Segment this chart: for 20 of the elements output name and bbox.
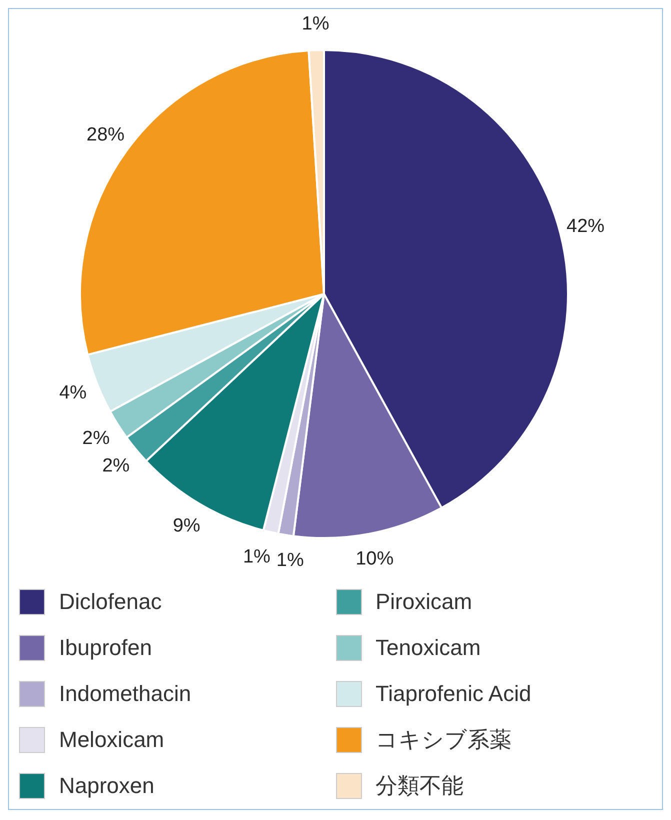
legend-label: Naproxen — [59, 773, 154, 799]
legend-label: Piroxicam — [376, 589, 472, 615]
data-label: 2% — [102, 455, 130, 476]
data-label: 1% — [242, 546, 271, 568]
legend-label: Tiaprofenic Acid — [376, 681, 532, 707]
data-label: 1% — [302, 13, 330, 34]
legend-label: コキシブ系薬 — [376, 726, 512, 754]
legend-label: Indomethacin — [59, 681, 192, 707]
legend-label: Meloxicam — [59, 727, 164, 753]
data-label: 42% — [566, 216, 605, 238]
legend-label: Tenoxicam — [376, 635, 481, 661]
data-label: 1% — [276, 550, 304, 571]
legend-label: Ibuprofen — [59, 635, 152, 661]
data-label: 2% — [82, 428, 110, 449]
legend-label: Diclofenac — [59, 589, 162, 615]
legend-label: 分類不能 — [376, 772, 464, 800]
data-label: 9% — [172, 516, 200, 537]
data-label: 4% — [59, 382, 87, 404]
data-label: 28% — [86, 124, 125, 146]
data-label: 10% — [356, 548, 394, 570]
